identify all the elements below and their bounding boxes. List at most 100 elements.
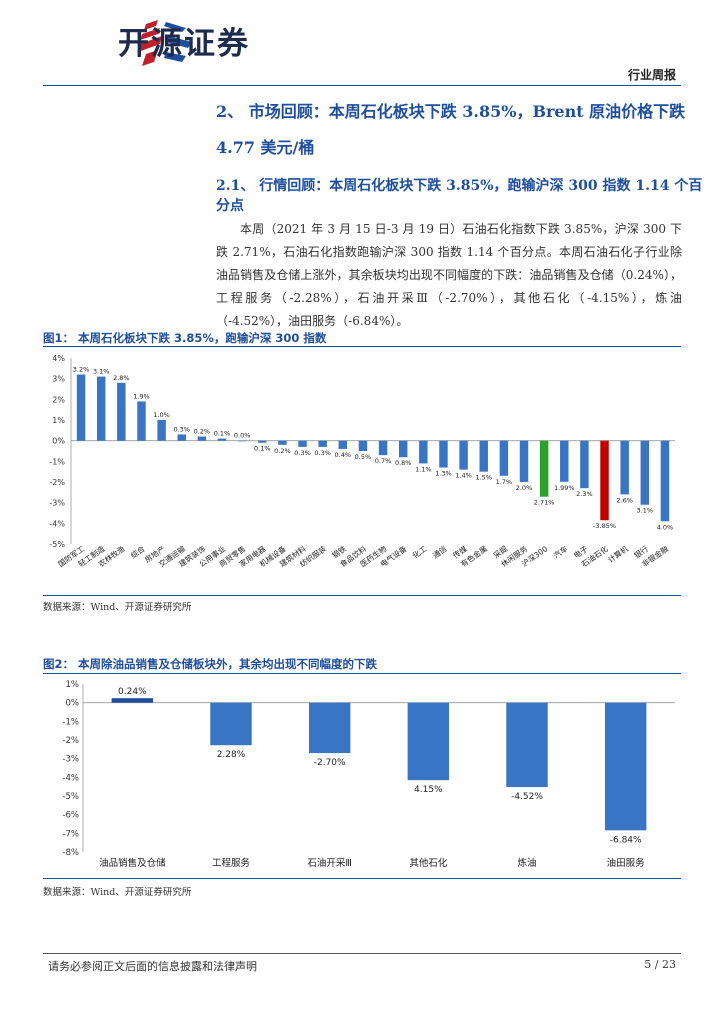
bar-value-label: 0.24%: [118, 687, 147, 697]
bar-value-label: 1.0%: [153, 411, 170, 419]
x-tick-label: 化工: [410, 543, 428, 560]
sub-heading-line2: 分点: [216, 198, 244, 214]
y-tick-label: -7%: [62, 829, 79, 839]
bar: [459, 440, 468, 470]
bar-value-label: 1.1%: [415, 465, 432, 473]
page-number: 5 / 23: [644, 958, 676, 971]
bar: [217, 438, 227, 441]
bar-value-label: 0.0%: [234, 432, 251, 440]
y-tick-label: -8%: [62, 848, 79, 858]
figure1-title-rule: [43, 346, 681, 347]
bar: [197, 436, 207, 441]
bar-value-label: -3.85%: [593, 522, 616, 530]
bar: [539, 440, 549, 497]
y-tick-label: -4%: [49, 519, 65, 528]
header-divider: [43, 85, 681, 86]
footer-divider: [43, 953, 681, 954]
bar: [76, 374, 86, 441]
bar: [358, 440, 368, 451]
bar: [640, 440, 650, 505]
bar-value-label: 0.1%: [254, 445, 271, 453]
bar-value-label: 3.1%: [637, 507, 654, 515]
section-heading-line1: 2、 市场回顾：本周石化板块下跌 3.85%，Brent 原油价格下跌: [216, 102, 686, 121]
brand-name: 开源证券: [118, 26, 250, 62]
y-tick-label: -5%: [49, 540, 65, 549]
bar-value-label: 3.2%: [73, 366, 90, 374]
bar: [378, 440, 388, 456]
bar-value-label: 1.7%: [496, 478, 513, 486]
y-tick-label: 3%: [52, 375, 65, 384]
bar-value-label: 0.8%: [395, 459, 412, 467]
bar: [600, 440, 609, 521]
bar: [338, 440, 348, 449]
doc-type-label: 行业周报: [627, 68, 676, 82]
y-tick-label: -3%: [62, 755, 79, 765]
bar-value-label: 2.6%: [616, 496, 633, 504]
figure1-chart: 4%3%2%1%0%-1%-2%-3%-4%-5%3.2%国防军工3.1%轻工制…: [49, 354, 675, 569]
body-paragraph: 本周（2021 年 3 月 15 日-3 月 19 日）石油石化指数下跌 3.8…: [216, 222, 682, 328]
figure2-title: 图2： 本周除油品销售及仓储板块外，其余均出现不同幅度的下跌: [43, 657, 378, 671]
bar: [479, 440, 488, 472]
bar: [137, 401, 146, 441]
bar: [398, 440, 408, 458]
sub-heading-line1: 2.1、 行情回顾：本周石化板块下跌 3.85%，跑输沪深 300 指数 1.1…: [216, 178, 703, 194]
y-tick-label: 0%: [52, 437, 65, 446]
y-tick-label: -1%: [62, 717, 79, 727]
x-tick-label: 工程服务: [212, 857, 251, 869]
y-tick-label: 4%: [52, 354, 65, 363]
x-tick-label: 石油开采Ⅲ: [307, 857, 352, 869]
bar: [237, 440, 247, 442]
footer-disclaimer: 请务必参阅正文后面的信息披露和法律声明: [48, 960, 257, 973]
x-tick-label: 炼油: [517, 857, 536, 869]
x-tick-label: 油田服务: [607, 857, 646, 869]
bar: [506, 702, 548, 788]
bar: [407, 702, 450, 781]
bar-value-label: 0.4%: [335, 451, 352, 459]
y-tick-label: 1%: [52, 416, 65, 425]
bar-value-label: 0.3%: [314, 449, 331, 457]
bar: [620, 440, 629, 495]
x-tick-label: 其他石化: [409, 857, 448, 869]
bar-value-label: 2.8%: [113, 374, 130, 382]
figure1-source: 数据来源：Wind、开源证券研究所: [43, 602, 192, 613]
bar: [519, 440, 529, 482]
bar-value-label: 4.0%: [657, 523, 674, 531]
bar: [157, 420, 166, 441]
bar-value-label: -2.70%: [314, 758, 346, 768]
y-tick-label: -1%: [49, 457, 65, 466]
y-tick-label: -2%: [62, 736, 79, 746]
y-tick-label: -3%: [49, 499, 65, 508]
bar: [278, 440, 287, 445]
bar-value-label: 2.3%: [576, 490, 593, 498]
bar: [560, 440, 569, 482]
bar: [96, 376, 106, 441]
bar-value-label: 1.9%: [133, 392, 150, 400]
x-tick-label: 通信: [431, 543, 449, 560]
bar-value-label: 0.5%: [355, 453, 372, 461]
x-tick-label: 油品销售及仓储: [99, 857, 166, 869]
bar-value-label: 0.1%: [214, 430, 231, 438]
figure2-bottom-rule: [43, 878, 681, 879]
figure2-chart: 1% 0% -1% -2% -3% -4% -5% -6% -7% -8% 0.24% 油品销售及仓储…: [62, 680, 675, 869]
bar-value-label: 1.3%: [435, 470, 452, 478]
bar-value-label: 0.2%: [194, 428, 211, 436]
bar: [660, 440, 670, 522]
bar: [308, 702, 351, 754]
bar: [210, 702, 252, 746]
bar-value-label: 0.2%: [274, 447, 291, 455]
bar-value-label: 2.71%: [534, 499, 555, 507]
section-heading-line2: 4.77 美元/桶: [216, 138, 315, 157]
y-tick-label: 1%: [66, 680, 80, 690]
x-tick-label: 汽车: [551, 543, 569, 560]
bar: [177, 434, 186, 441]
bar: [111, 698, 154, 703]
bar-value-label: 4.15%: [414, 785, 443, 795]
x-tick-label: 计算机: [606, 543, 631, 564]
bar-value-label: 2.0%: [516, 484, 533, 492]
bar-value-label: 0.3%: [294, 449, 311, 457]
figure1-bottom-rule: [43, 595, 681, 596]
y-tick-label: -6%: [62, 811, 79, 821]
bar: [419, 440, 428, 464]
bar-value-label: 1.4%: [455, 472, 472, 480]
bar: [604, 702, 647, 831]
